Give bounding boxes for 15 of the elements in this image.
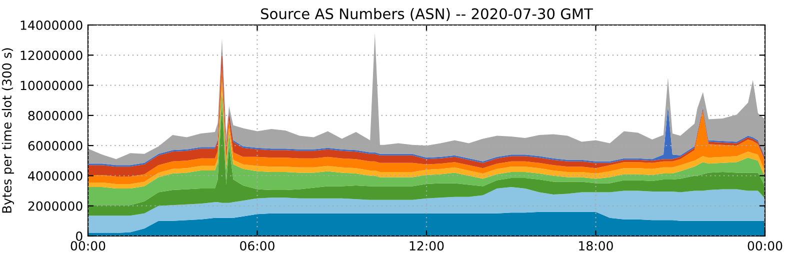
- y-tick-label: 14000000: [20, 20, 82, 30]
- y-tick-label: 10000000: [20, 80, 82, 90]
- y-tick-label: 6000000: [28, 141, 82, 150]
- x-tick-label: 00:00: [748, 241, 782, 251]
- y-tick-label: 0: [76, 231, 82, 241]
- y-tick-label: 4000000: [28, 171, 82, 181]
- y-tick-label: 12000000: [20, 50, 82, 60]
- chart-title: Source AS Numbers (ASN) -- 2020-07-30 GMT: [261, 8, 593, 22]
- y-tick-label: 2000000: [28, 201, 82, 211]
- y-axis-title: Bytes per time slot (300 s): [2, 48, 14, 213]
- x-tick-label: 00:00: [70, 241, 106, 251]
- x-tick-label: 12:00: [410, 241, 444, 251]
- x-tick-label: 06:00: [240, 241, 274, 251]
- x-tick-label: 18:00: [579, 241, 613, 251]
- y-tick-label: 8000000: [28, 110, 82, 120]
